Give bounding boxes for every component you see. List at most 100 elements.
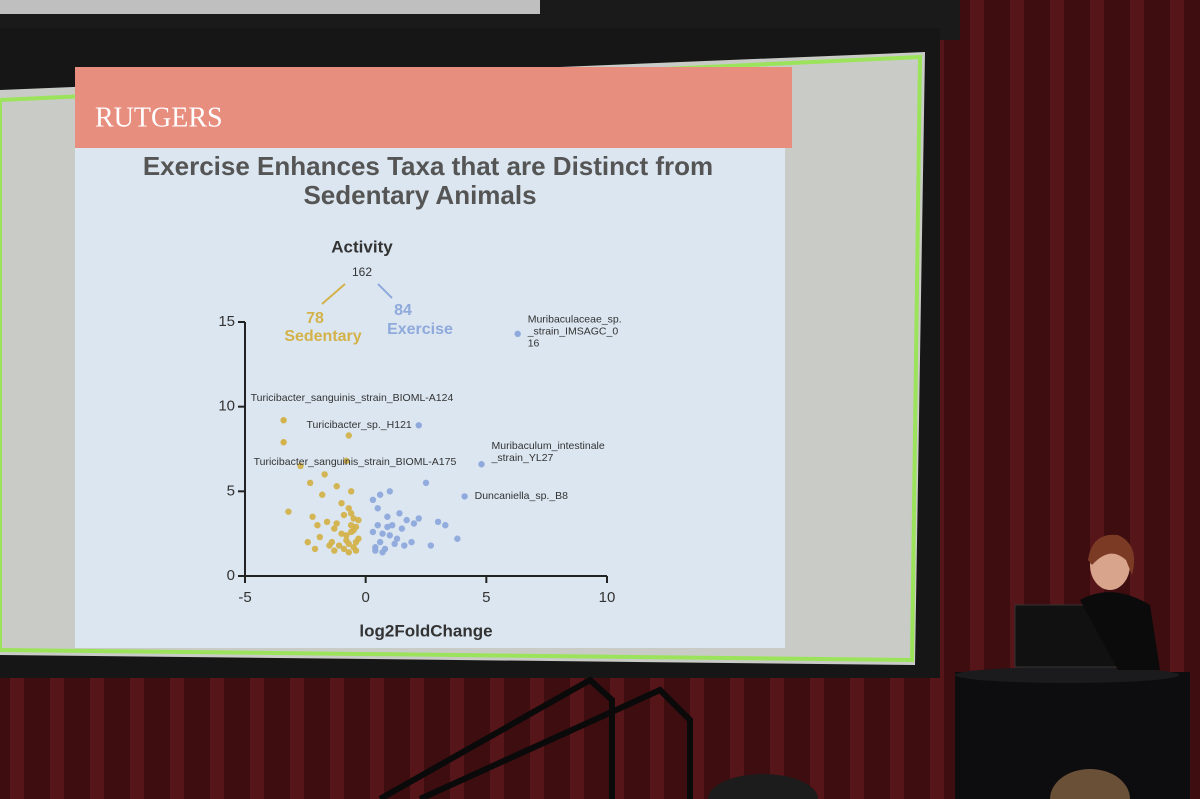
point xyxy=(345,549,352,556)
point xyxy=(326,542,333,549)
point xyxy=(331,525,338,532)
point-label: Turicibacter_sanguinis_strain_BIOML-A124 xyxy=(251,392,454,404)
point xyxy=(345,432,352,439)
point xyxy=(333,483,340,490)
presenter-body xyxy=(1080,592,1160,670)
point xyxy=(442,522,449,529)
tree-arrow xyxy=(377,283,393,299)
y-tick-label: 15 xyxy=(218,313,235,330)
point xyxy=(345,505,352,512)
annotated-point xyxy=(280,417,287,424)
ceiling-light xyxy=(0,0,540,14)
chart-title: Exercise Enhances Taxa that are Distinct… xyxy=(143,151,713,181)
lectern-top xyxy=(955,667,1179,683)
point-label: Duncaniella_sp._B8 xyxy=(475,490,569,502)
point xyxy=(403,516,410,524)
point xyxy=(335,542,343,549)
point xyxy=(434,518,442,526)
group-count: 84 xyxy=(394,302,412,319)
point xyxy=(285,508,292,515)
point xyxy=(355,516,362,524)
point xyxy=(343,532,350,539)
y-tick-label: 10 xyxy=(218,398,235,415)
group-count: 78 xyxy=(306,310,324,327)
point xyxy=(340,511,348,519)
point xyxy=(389,522,396,529)
point xyxy=(369,496,377,503)
point xyxy=(338,499,345,507)
point-label: _strain_YL27 xyxy=(491,452,554,464)
point xyxy=(297,462,304,470)
point-label: Muribaculaceae_sp. xyxy=(528,314,622,326)
point xyxy=(309,513,316,520)
point-label: 16 xyxy=(528,338,540,350)
tree-arrow xyxy=(321,283,346,305)
audience-head xyxy=(708,774,818,799)
point xyxy=(408,538,415,546)
point xyxy=(427,542,435,549)
point xyxy=(304,538,311,546)
point xyxy=(306,479,314,487)
y-tick-label: 0 xyxy=(227,567,235,584)
point-label: Muribaculum_intestinale xyxy=(492,440,605,452)
tree-total: 162 xyxy=(352,265,372,279)
point xyxy=(314,522,321,529)
point xyxy=(331,547,338,554)
point xyxy=(376,491,384,498)
group-name: Exercise xyxy=(387,321,453,338)
point-label: Turicibacter_sp._H121 xyxy=(307,419,412,431)
x-tick-label: -5 xyxy=(238,589,251,606)
y-tick-label: 5 xyxy=(227,482,235,499)
annotated-point xyxy=(280,439,287,446)
annotated-point xyxy=(514,330,521,338)
point xyxy=(343,457,350,465)
tree-root: Activity xyxy=(331,237,393,256)
point xyxy=(372,547,379,554)
point xyxy=(319,491,326,498)
x-tick-label: 5 xyxy=(482,589,490,606)
point xyxy=(422,479,430,487)
point xyxy=(347,522,355,529)
point xyxy=(376,538,384,546)
point xyxy=(350,515,357,522)
point xyxy=(321,471,328,478)
point xyxy=(316,533,324,541)
point xyxy=(379,549,386,556)
point xyxy=(311,545,319,553)
point xyxy=(379,530,386,537)
x-axis-label: log2FoldChange xyxy=(359,621,492,640)
point xyxy=(386,488,393,495)
point xyxy=(340,545,348,553)
slide xyxy=(75,148,785,648)
point xyxy=(347,510,355,517)
point xyxy=(323,518,331,526)
point xyxy=(352,538,360,546)
point xyxy=(352,547,360,554)
x-tick-label: 0 xyxy=(361,589,369,606)
group-name: Sedentary xyxy=(284,328,361,345)
point-label: _strain_IMSAGC_0 xyxy=(527,326,619,338)
logo: RUTGERS xyxy=(95,102,223,133)
point xyxy=(393,535,401,542)
slide-header xyxy=(75,67,792,148)
point xyxy=(386,532,393,539)
railing xyxy=(378,676,693,799)
point xyxy=(401,542,408,549)
point xyxy=(396,510,403,517)
point xyxy=(374,522,381,529)
point xyxy=(398,525,406,532)
point xyxy=(345,540,352,548)
point xyxy=(369,528,377,536)
point xyxy=(374,505,381,512)
annotated-point xyxy=(415,422,422,429)
point xyxy=(384,523,391,531)
point xyxy=(384,513,391,520)
point-label: Turicibacter_sanguinis_strain_BIOML-A175 xyxy=(254,456,457,468)
annotated-point xyxy=(461,493,468,500)
point xyxy=(347,488,355,495)
chart-title: Sedentary Animals xyxy=(303,180,536,210)
point xyxy=(415,515,422,522)
